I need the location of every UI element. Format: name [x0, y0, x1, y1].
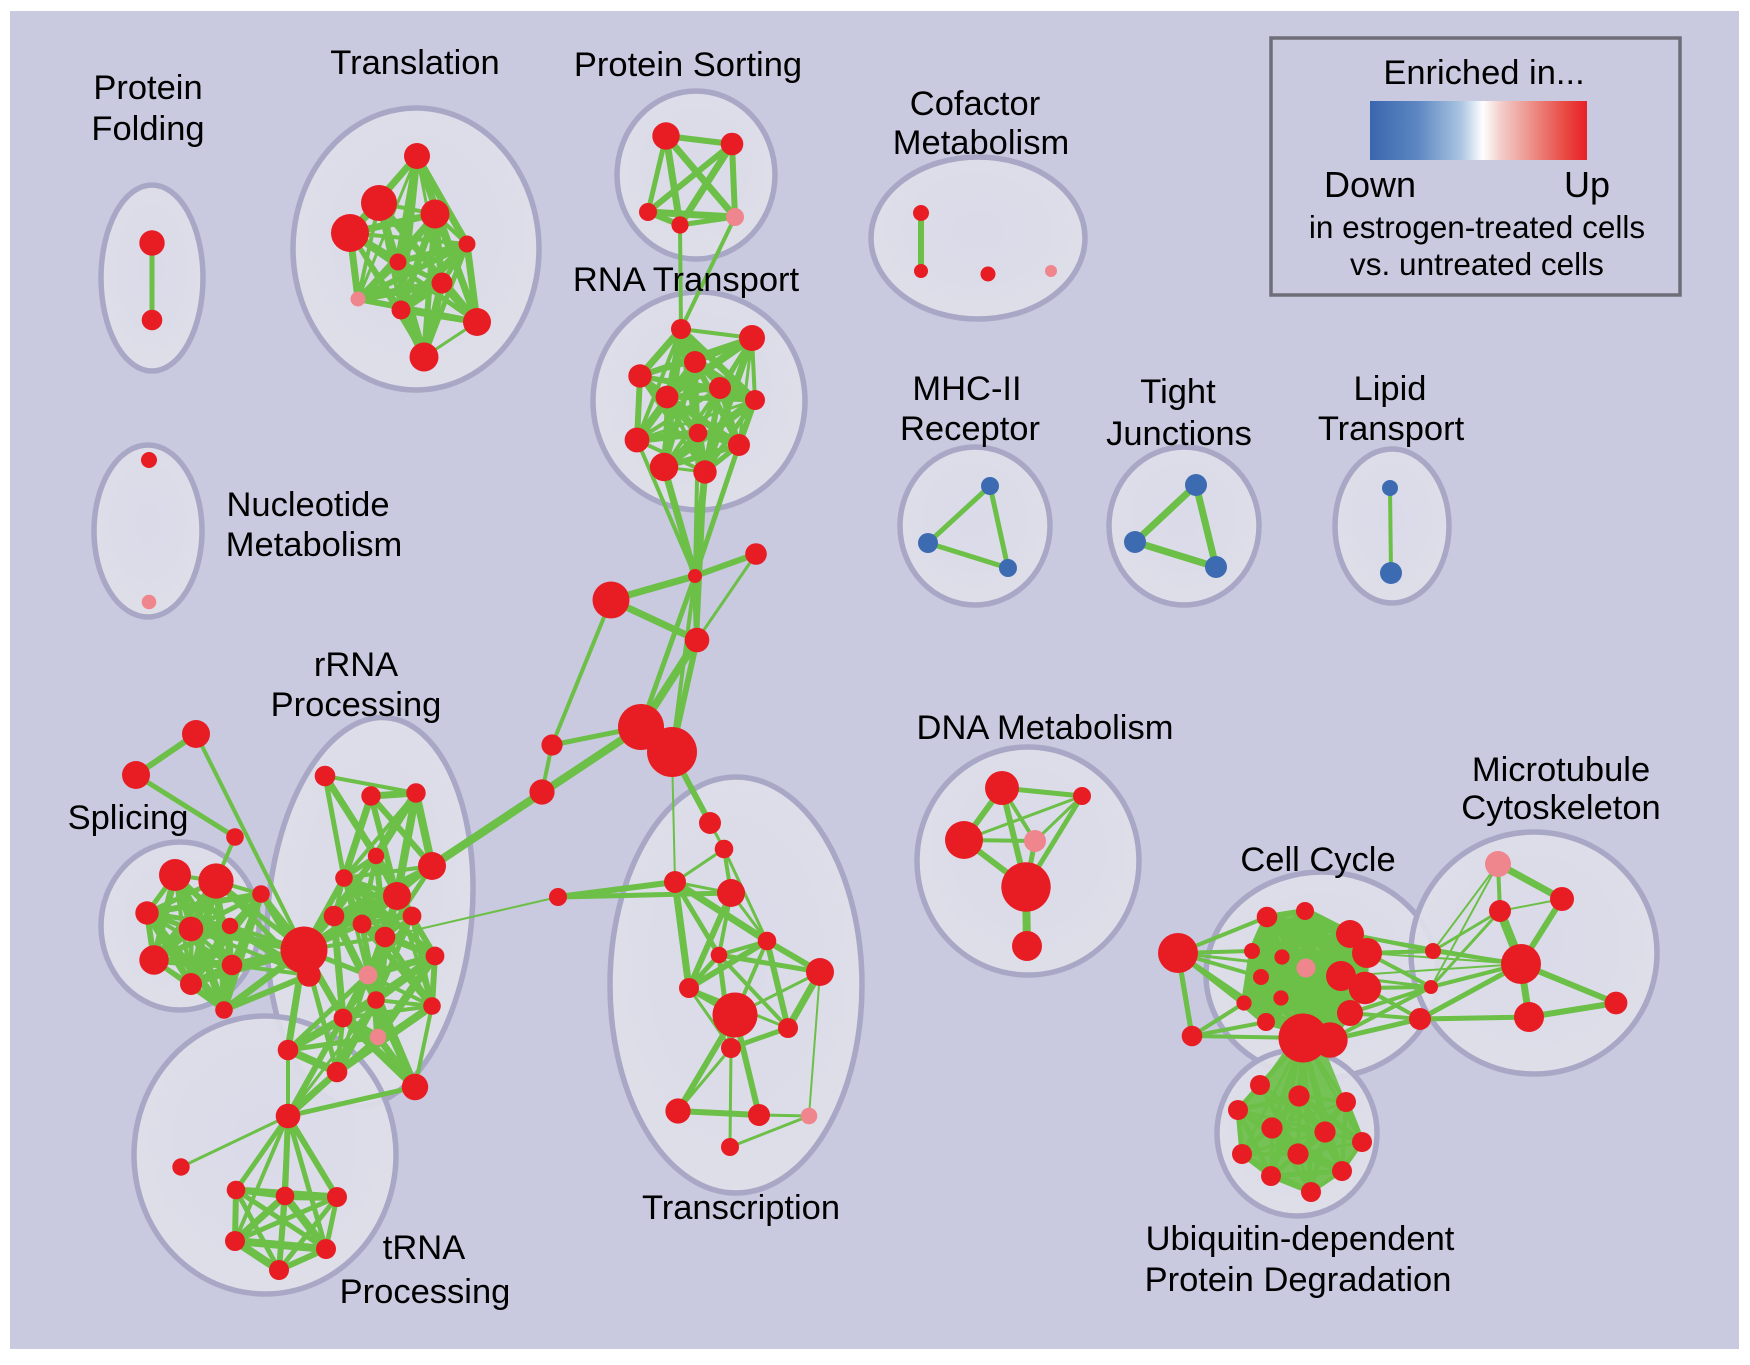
svg-text:in estrogen-treated cells: in estrogen-treated cells: [1309, 209, 1645, 245]
svg-text:Transcription: Transcription: [642, 1189, 840, 1227]
svg-text:RNA Transport: RNA Transport: [573, 261, 800, 299]
svg-text:Transport: Transport: [1318, 410, 1465, 448]
svg-text:Splicing: Splicing: [68, 799, 189, 837]
svg-text:DNA Metabolism: DNA Metabolism: [917, 709, 1174, 747]
svg-text:Up: Up: [1564, 164, 1610, 205]
svg-text:tRNA: tRNA: [383, 1229, 465, 1267]
svg-text:Translation: Translation: [330, 44, 499, 82]
svg-text:Ubiquitin-dependent: Ubiquitin-dependent: [1146, 1220, 1455, 1258]
svg-text:Tight: Tight: [1140, 373, 1216, 411]
svg-text:Processing: Processing: [340, 1273, 511, 1311]
svg-text:Junctions: Junctions: [1106, 415, 1252, 453]
svg-text:Down: Down: [1324, 164, 1416, 205]
svg-text:Enriched in...: Enriched in...: [1383, 54, 1584, 92]
svg-text:Metabolism: Metabolism: [226, 526, 402, 564]
svg-text:rRNA: rRNA: [314, 646, 398, 684]
svg-text:Cytoskeleton: Cytoskeleton: [1461, 789, 1660, 827]
svg-text:vs. untreated cells: vs. untreated cells: [1350, 246, 1604, 282]
svg-text:MHC-II: MHC-II: [912, 370, 1021, 408]
svg-text:Protein Sorting: Protein Sorting: [574, 46, 802, 84]
svg-text:Lipid: Lipid: [1354, 370, 1427, 408]
svg-text:Cofactor: Cofactor: [910, 85, 1040, 123]
svg-text:Receptor: Receptor: [900, 410, 1040, 448]
svg-text:Metabolism: Metabolism: [893, 124, 1069, 162]
svg-text:Processing: Processing: [271, 686, 442, 724]
svg-text:Microtubule: Microtubule: [1472, 751, 1650, 789]
svg-text:Protein: Protein: [93, 69, 202, 107]
svg-text:Folding: Folding: [91, 110, 204, 148]
svg-text:Cell Cycle: Cell Cycle: [1240, 841, 1395, 879]
svg-text:Nucleotide: Nucleotide: [226, 486, 389, 524]
svg-text:Protein Degradation: Protein Degradation: [1145, 1261, 1452, 1299]
